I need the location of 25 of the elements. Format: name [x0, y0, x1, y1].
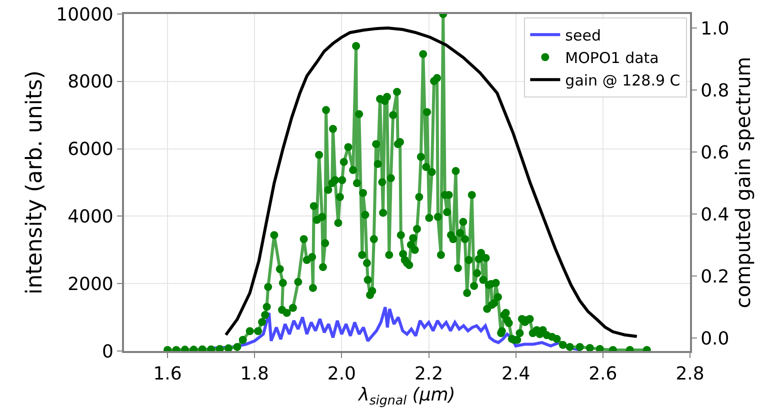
y2-tick-label: 1.0 — [700, 18, 730, 40]
x-tick-label: 1.8 — [240, 364, 269, 385]
x-tick-label: 2.6 — [588, 364, 618, 385]
legend-label: seed — [565, 26, 601, 44]
x-tick-label: 2.4 — [502, 364, 530, 385]
x-tick-label: 2.2 — [414, 364, 444, 385]
y-tick-label: 2000 — [68, 274, 114, 295]
y-tick-label: 10000 — [56, 4, 114, 26]
y2-tick-label: 0.8 — [700, 80, 730, 102]
y2-tick-label: 0.6 — [700, 142, 730, 164]
y2-tick-label: 0.2 — [700, 266, 730, 288]
y-tick-label: 6000 — [68, 139, 114, 160]
y-tick-label: 4000 — [68, 206, 114, 228]
y2-axis-title: computed gain spectrum — [731, 56, 756, 308]
x-axis-title: λ$_{signal}$ (μm) — [358, 384, 456, 408]
y-tick-label: 0 — [102, 341, 114, 362]
x-tick-label: 1.6 — [153, 364, 182, 385]
x-tick-label: 2.0 — [327, 364, 356, 385]
legend-label: gain @ 128.9 C — [565, 71, 680, 90]
y-axis-title: intensity (arb. units) — [22, 70, 48, 295]
y-tick-label: 8000 — [68, 72, 114, 93]
y2-tick-label: 0.0 — [700, 328, 730, 350]
y2-tick-label: 0.4 — [700, 204, 730, 226]
x-tick-label: 2.8 — [676, 364, 704, 385]
legend-label: MOPO1 data — [565, 48, 659, 67]
